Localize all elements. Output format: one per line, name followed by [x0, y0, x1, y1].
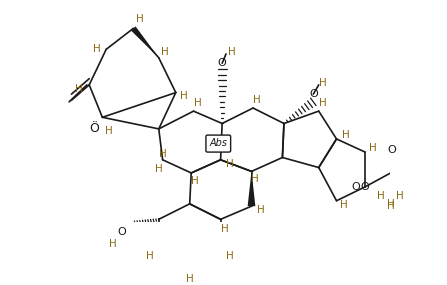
Text: H: H [135, 14, 143, 24]
Text: H: H [109, 239, 116, 249]
Text: H: H [340, 200, 348, 210]
Text: H: H [191, 176, 199, 186]
Text: Abs: Abs [209, 138, 227, 148]
Text: H: H [387, 201, 395, 211]
Text: H: H [194, 98, 201, 108]
Text: Ö: Ö [90, 122, 100, 135]
Text: O: O [361, 182, 370, 192]
Text: H: H [93, 44, 101, 54]
FancyBboxPatch shape [206, 135, 231, 152]
Text: H: H [180, 91, 187, 101]
Text: H: H [159, 148, 167, 159]
Text: O: O [309, 89, 318, 99]
Text: H: H [228, 47, 235, 57]
Text: H: H [220, 224, 228, 234]
Text: O: O [218, 58, 227, 68]
Text: H: H [226, 251, 234, 261]
Text: O: O [117, 227, 126, 237]
Polygon shape [131, 27, 159, 58]
Text: H: H [319, 78, 326, 88]
Text: H: H [75, 84, 82, 94]
Text: H: H [161, 47, 169, 57]
Text: H: H [369, 143, 377, 153]
Text: H: H [105, 126, 112, 136]
Text: H: H [186, 274, 194, 284]
Text: H: H [257, 205, 265, 215]
Text: H: H [396, 191, 404, 201]
Text: H: H [387, 199, 395, 209]
Text: H: H [146, 251, 153, 261]
Text: O: O [387, 145, 396, 155]
Text: H: H [252, 174, 259, 184]
Polygon shape [248, 171, 255, 206]
Text: H: H [377, 191, 385, 201]
Text: O: O [351, 182, 360, 192]
Text: H: H [342, 130, 350, 140]
Text: H: H [253, 95, 261, 105]
Text: H: H [226, 159, 234, 169]
Text: H: H [319, 98, 326, 108]
Text: H: H [155, 164, 163, 174]
